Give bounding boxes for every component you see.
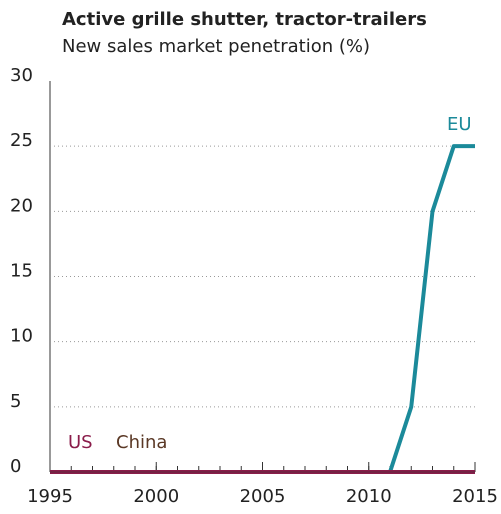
y-tick-label: 15 bbox=[10, 261, 33, 282]
y-tick-label: 0 bbox=[10, 456, 21, 477]
series-label: China bbox=[116, 432, 167, 453]
x-tick-label: 2010 bbox=[346, 486, 392, 507]
chart-subtitle: New sales market penetration (%) bbox=[62, 36, 370, 57]
x-tick-label: 2015 bbox=[452, 486, 498, 507]
x-tick-label: 1995 bbox=[27, 486, 73, 507]
y-tick-label: 30 bbox=[10, 65, 33, 86]
x-tick-label: 2005 bbox=[240, 486, 286, 507]
series-line bbox=[50, 144, 475, 474]
series-label: US bbox=[68, 432, 93, 453]
series-label: EU bbox=[447, 114, 472, 135]
y-tick-label: 20 bbox=[10, 195, 33, 216]
x-tick-label: 2000 bbox=[133, 486, 179, 507]
y-tick-label: 5 bbox=[10, 391, 21, 412]
chart-title: Active grille shutter, tractor-trailers bbox=[62, 9, 427, 30]
y-tick-label: 10 bbox=[10, 326, 33, 347]
y-tick-label: 25 bbox=[10, 130, 33, 151]
